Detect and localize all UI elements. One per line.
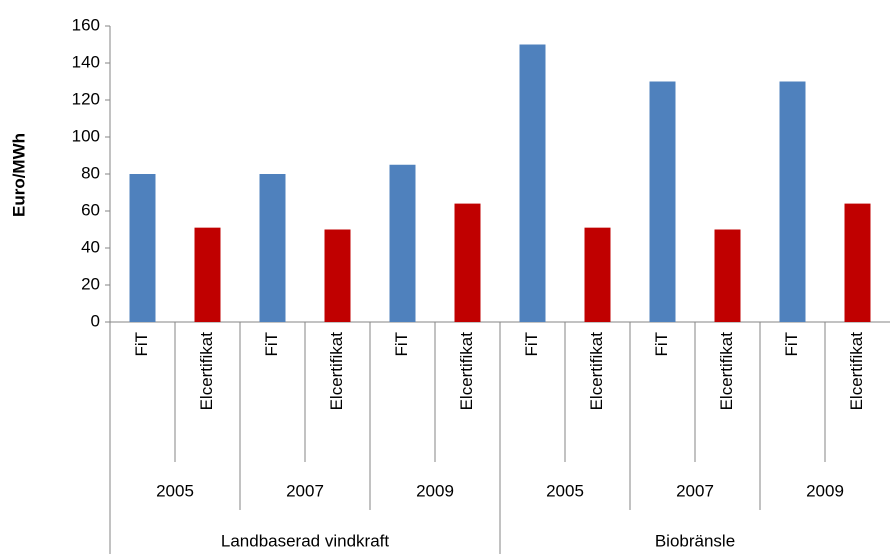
bar [649,81,676,322]
bar [584,227,611,322]
x-tick-label: FiT [652,332,671,357]
year-label: 2009 [416,481,454,500]
x-tick-label: Elcertifikat [847,332,866,411]
bar [194,227,221,322]
group-label: Landbaserad vindkraft [221,531,390,550]
bar [129,174,156,322]
y-tick-label: 20 [81,274,100,293]
year-label: 2005 [546,481,584,500]
x-tick-label: FiT [392,332,411,357]
x-tick-label: FiT [262,332,281,357]
y-tick-label: 40 [81,237,100,256]
bar [259,174,286,322]
x-tick-label: Elcertifikat [197,332,216,411]
y-tick-label: 140 [72,52,100,71]
x-tick-label: FiT [522,332,541,357]
y-axis-title: Euro/MWh [9,133,28,217]
bar [454,203,481,322]
bar [519,44,546,322]
year-label: 2007 [676,481,714,500]
group-label: Biobränsle [655,531,735,550]
bar [389,164,416,322]
x-tick-label: Elcertifikat [327,332,346,411]
y-tick-label: 160 [72,15,100,34]
y-tick-label: 80 [81,163,100,182]
y-tick-label: 0 [91,311,100,330]
year-label: 2005 [156,481,194,500]
x-tick-label: FiT [782,332,801,357]
y-tick-label: 100 [72,126,100,145]
x-tick-label: Elcertifikat [587,332,606,411]
y-tick-label: 120 [72,89,100,108]
year-label: 2009 [806,481,844,500]
bar [714,229,741,322]
x-tick-label: Elcertifikat [457,332,476,411]
bar [779,81,806,322]
year-label: 2007 [286,481,324,500]
x-tick-label: Elcertifikat [717,332,736,411]
bar [844,203,871,322]
y-tick-label: 60 [81,200,100,219]
bar [324,229,351,322]
x-tick-label: FiT [132,332,151,357]
